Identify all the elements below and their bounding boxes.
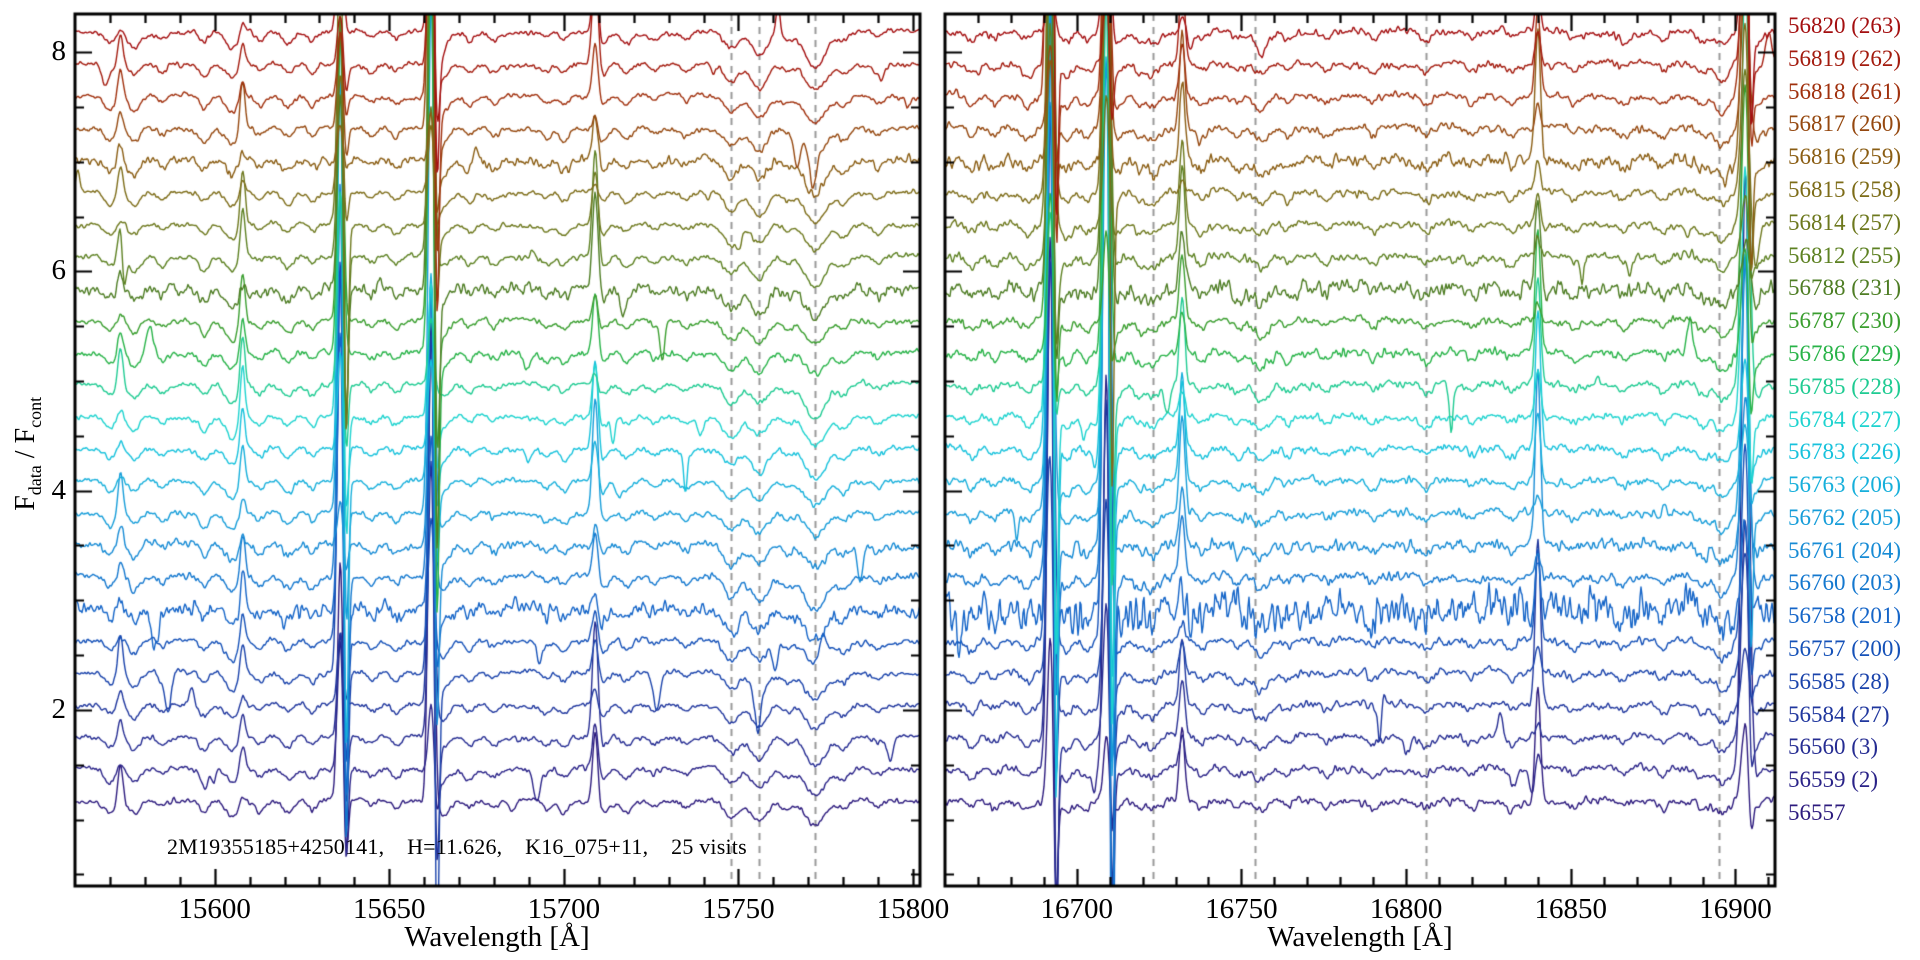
y-axis-title-sub-cont: cont <box>24 396 45 428</box>
visit-label-56785: 56785 (228) <box>1788 373 1902 399</box>
visit-label-56820: 56820 (263) <box>1788 13 1902 38</box>
visit-label-56815: 56815 (258) <box>1788 176 1902 202</box>
visit-label-56784: 56784 (227) <box>1788 406 1902 432</box>
y-axis-title-mid: / F <box>10 427 42 466</box>
x-tick-label: 15650 <box>353 893 426 925</box>
x-tick-label: 15750 <box>702 893 775 925</box>
x-tick-label: 16750 <box>1205 893 1278 925</box>
visit-label-56819: 56819 (262) <box>1788 45 1902 71</box>
visit-label-56817: 56817 (260) <box>1788 111 1902 137</box>
visit-label-56816: 56816 (259) <box>1788 144 1902 170</box>
x-tick-label: 16850 <box>1534 893 1608 925</box>
visit-label-56584: 56584 (27) <box>1788 701 1890 727</box>
visit-label-56787: 56787 (230) <box>1788 308 1902 334</box>
visit-label-56814: 56814 (257) <box>1788 209 1902 235</box>
x-axis-title-right: Wavelength [Å] <box>1267 921 1453 953</box>
y-tick-label: 2 <box>51 692 67 725</box>
x-tick-label: 16900 <box>1699 893 1772 925</box>
visit-label-56786: 56786 (229) <box>1788 340 1902 366</box>
y-tick-label: 6 <box>51 254 67 287</box>
visit-label-56812: 56812 (255) <box>1788 242 1902 268</box>
visit-label-56585: 56585 (28) <box>1788 668 1890 694</box>
x-tick-label: 15800 <box>876 893 950 925</box>
visit-label-56557: 56557 <box>1788 800 1846 825</box>
visit-label-56760: 56760 (203) <box>1788 570 1902 596</box>
x-tick-label: 15600 <box>178 893 251 925</box>
y-tick-label: 8 <box>51 35 67 68</box>
x-tick-label: 16700 <box>1040 893 1113 925</box>
visit-label-56758: 56758 (201) <box>1788 603 1902 629</box>
x-axis-title-left: Wavelength [Å] <box>404 921 590 953</box>
visit-label-56762: 56762 (205) <box>1788 504 1902 530</box>
y-axis-title: Fdata / Fcont <box>10 374 46 534</box>
visit-label-56757: 56757 (200) <box>1788 636 1902 662</box>
visit-label-56761: 56761 (204) <box>1788 537 1902 563</box>
visit-label-56788: 56788 (231) <box>1788 275 1902 301</box>
x-tick-label: 15700 <box>527 893 601 925</box>
y-tick-label: 4 <box>51 473 67 506</box>
target-annotation: 2M19355185+4250141, H=11.626, K16_075+11… <box>167 834 747 859</box>
visit-label-56818: 56818 (261) <box>1788 78 1902 104</box>
visit-label-56560: 56560 (3) <box>1788 734 1879 760</box>
visit-label-56783: 56783 (226) <box>1788 439 1902 465</box>
visit-label-56763: 56763 (206) <box>1788 472 1902 498</box>
visit-label-56559: 56559 (2) <box>1788 767 1879 793</box>
x-tick-label: 16800 <box>1369 893 1443 925</box>
